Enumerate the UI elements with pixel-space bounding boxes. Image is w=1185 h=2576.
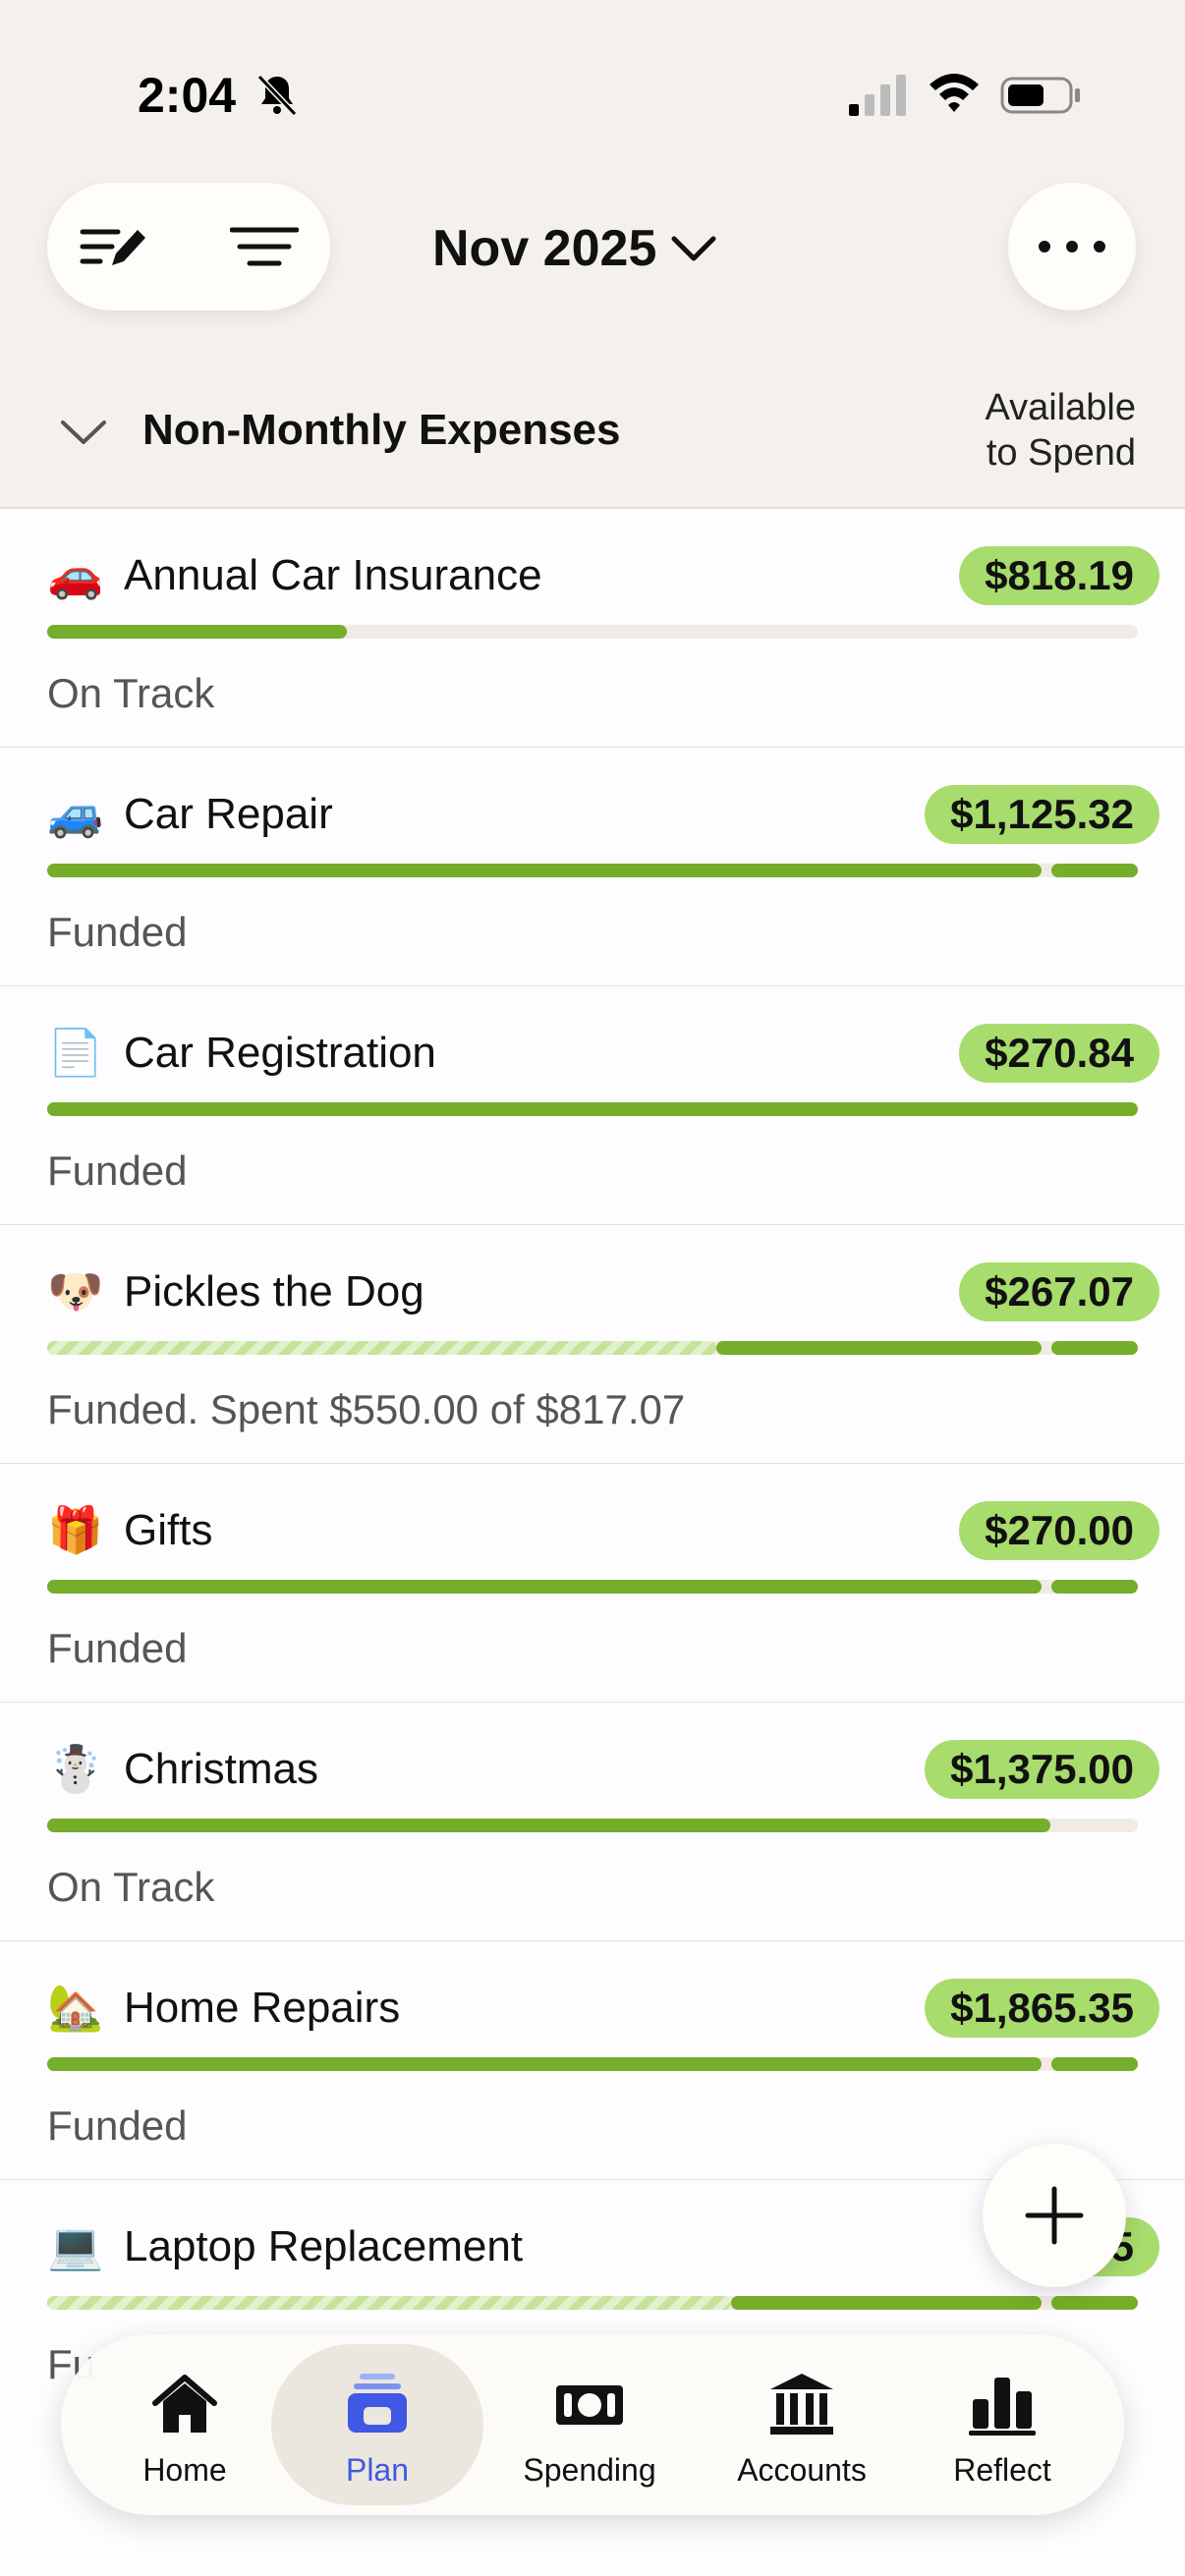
category-label: Gifts (124, 1505, 213, 1554)
column-label-line-1: Available (985, 387, 1136, 428)
tab-spending[interactable]: Spending (483, 2344, 696, 2505)
progress-fill-tail (1051, 1341, 1138, 1355)
category-label: Car Registration (124, 1028, 436, 1077)
status-time: 2:04 (138, 68, 237, 123)
tab-accounts[interactable]: Accounts (696, 2344, 908, 2505)
category-status: On Track (47, 1864, 215, 1910)
category-row[interactable]: 🐶 Pickles the Dog $267.07 Funded. Spent $55… (0, 1225, 1185, 1465)
category-row[interactable]: 🏡 Home Repairs $1,865.35 Funded (0, 1941, 1185, 2181)
progress-fill (47, 2057, 1042, 2071)
category-name: 🎁 Gifts (47, 1503, 212, 1557)
available-amount-badge[interactable]: $1,375.00 (925, 1740, 1159, 1799)
plus-icon (1025, 2186, 1084, 2245)
category-emoji-icon: 💻 (47, 2220, 104, 2271)
more-button[interactable] (1008, 183, 1136, 310)
category-emoji-icon: 🚙 (47, 788, 104, 839)
tab-label: Plan (345, 2452, 410, 2488)
bar-chart-icon (969, 2378, 1036, 2436)
month-title: Nov 2025 (432, 220, 657, 277)
available-amount-badge[interactable]: $1,865.35 (925, 1979, 1159, 2038)
chevron-down-icon (671, 236, 716, 261)
progress-fill (47, 1819, 1050, 1832)
progress-fill (47, 864, 1042, 877)
tab-reflect[interactable]: Reflect (896, 2344, 1108, 2505)
toolbar-left-pill (47, 183, 330, 310)
progress-spent (47, 2296, 731, 2310)
category-emoji-icon: 🐶 (47, 1265, 104, 1316)
category-name: 🏡 Home Repairs (47, 1981, 400, 2035)
available-amount-badge[interactable]: $267.07 (959, 1262, 1159, 1321)
available-amount-badge[interactable]: $270.84 (959, 1024, 1159, 1083)
available-amount-badge[interactable]: $818.19 (959, 546, 1159, 605)
category-row[interactable]: 📄 Car Registration $270.84 Funded (0, 986, 1185, 1226)
category-row[interactable]: 🚗 Annual Car Insurance $818.19 On Track (0, 509, 1185, 749)
bell-muted-icon (256, 74, 298, 117)
progress-fill-tail (1051, 1580, 1138, 1594)
category-label: Home Repairs (124, 1983, 401, 2032)
category-emoji-icon: 🎁 (47, 1504, 104, 1555)
progress-fill-tail (1051, 2296, 1138, 2310)
category-row[interactable]: 🚙 Car Repair $1,125.32 Funded (0, 748, 1185, 987)
ellipsis-icon (1039, 241, 1105, 252)
tab-bar: Home Plan Spending Accounts (61, 2334, 1124, 2515)
progress-fill (47, 625, 347, 639)
category-status: Funded (47, 909, 188, 955)
category-status: Funded (47, 1148, 188, 1194)
category-emoji-icon: ☃️ (47, 1743, 104, 1794)
tab-label: Spending (523, 2452, 656, 2488)
category-name: 📄 Car Registration (47, 1026, 436, 1080)
edit-list-icon[interactable] (79, 222, 147, 271)
progress-fill-tail (1051, 864, 1138, 877)
category-status: Funded (47, 2102, 188, 2149)
plan-icon (348, 2374, 407, 2433)
category-name: 💻 Laptop Replacement (47, 2219, 523, 2273)
progress-spent (47, 1341, 716, 1355)
category-label: Laptop Replacement (124, 2221, 524, 2270)
tab-label: Home (142, 2452, 227, 2488)
bank-icon (770, 2374, 833, 2435)
category-status: Funded (47, 1625, 188, 1671)
category-row[interactable]: ☃️ Christmas $1,375.00 On Track (0, 1703, 1185, 1942)
house-icon (152, 2375, 217, 2433)
category-status: Funded. Spent $550.00 of $817.07 (47, 1386, 686, 1432)
tab-label: Reflect (953, 2452, 1051, 2488)
category-name: 🐶 Pickles the Dog (47, 1264, 424, 1318)
category-emoji-icon: 🚗 (47, 549, 104, 600)
progress-fill (47, 1102, 1138, 1116)
category-status: On Track (47, 670, 215, 716)
category-label: Pickles the Dog (124, 1266, 424, 1316)
progress-fill (716, 1341, 1042, 1355)
category-label: Car Repair (124, 789, 333, 838)
category-label: Annual Car Insurance (124, 550, 542, 599)
category-name: 🚗 Annual Car Insurance (47, 548, 542, 602)
banknote-icon (556, 2385, 623, 2425)
category-emoji-icon: 🏡 (47, 1982, 104, 2033)
category-name: ☃️ Christmas (47, 1742, 318, 1796)
filter-icon[interactable] (230, 222, 299, 271)
tab-label: Accounts (737, 2452, 867, 2488)
available-amount-badge[interactable]: $1,125.32 (925, 785, 1159, 844)
add-button[interactable] (983, 2144, 1126, 2287)
available-to-spend-label: Available to Spend (985, 385, 1136, 476)
category-name: 🚙 Car Repair (47, 787, 333, 841)
column-label-line-2: to Spend (986, 432, 1136, 474)
tab-plan[interactable]: Plan (271, 2344, 483, 2505)
month-selector-button[interactable]: Nov 2025 (432, 214, 717, 283)
top-bar: 2:04 Nov 2025 (0, 0, 1185, 509)
category-label: Christmas (124, 1744, 319, 1793)
progress-fill-tail (1051, 2057, 1138, 2071)
progress-fill (731, 2296, 1042, 2310)
wifi-icon (930, 74, 979, 112)
available-amount-badge[interactable]: $270.00 (959, 1501, 1159, 1560)
chevron-down-icon (61, 420, 106, 444)
section-title: Non-Monthly Expenses (142, 406, 621, 454)
category-emoji-icon: 📄 (47, 1027, 104, 1078)
progress-fill (47, 1580, 1042, 1594)
tab-home[interactable]: Home (79, 2344, 291, 2505)
battery-icon (1000, 77, 1080, 114)
category-row[interactable]: 🎁 Gifts $270.00 Funded (0, 1464, 1185, 1704)
cellular-signal-icon (849, 75, 906, 116)
